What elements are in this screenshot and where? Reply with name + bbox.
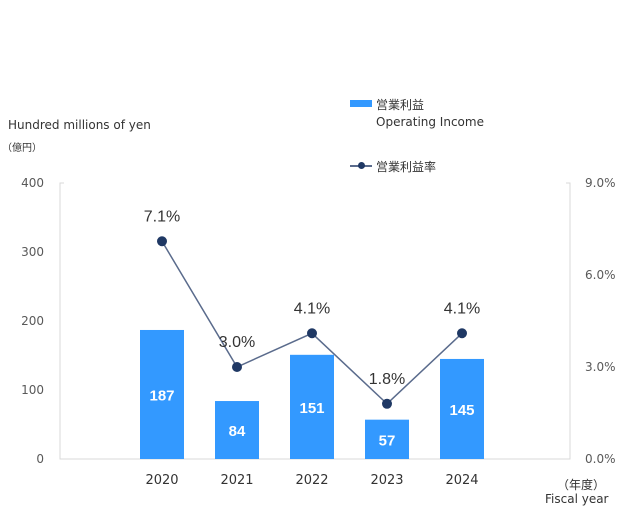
rate-value-label: 4.1% xyxy=(294,300,330,317)
left-tick-label: 400 xyxy=(21,176,44,190)
bar-value-label: 57 xyxy=(379,432,396,449)
rate-point xyxy=(157,236,167,247)
x-axis-label-en: Fiscal year xyxy=(545,492,609,506)
bar-value-label: 84 xyxy=(229,423,246,440)
x-axis-label-jp: （年度） xyxy=(557,478,606,492)
rate-value-label: 7.1% xyxy=(144,208,180,225)
rate-point xyxy=(457,328,467,339)
bar xyxy=(140,329,184,459)
x-tick-label: 2020 xyxy=(145,473,178,488)
right-tick-label: 3.0% xyxy=(585,360,616,374)
bar xyxy=(440,358,484,459)
x-tick-label: 2024 xyxy=(445,473,478,488)
legend-bar-label: 営業利益 xyxy=(376,98,425,112)
left-tick-label: 0 xyxy=(36,452,44,466)
bar xyxy=(290,354,334,459)
legend-bar-label-en: Operating Income xyxy=(376,115,484,129)
bar-value-label: 187 xyxy=(149,387,174,404)
legend-bar-swatch xyxy=(350,100,372,107)
left-tick-label: 100 xyxy=(21,383,44,397)
left-axis-label-en: Hundred millions of yen xyxy=(8,118,151,132)
right-tick-label: 9.0% xyxy=(585,176,616,190)
x-tick-label: 2022 xyxy=(295,473,328,488)
left-axis-label-jp: （億円） xyxy=(2,143,42,154)
legend-line-marker xyxy=(358,162,365,169)
rate-value-label: 3.0% xyxy=(219,334,255,351)
bar-value-label: 145 xyxy=(449,402,474,419)
bar xyxy=(365,419,409,459)
right-tick-label: 6.0% xyxy=(585,268,616,282)
left-tick-label: 200 xyxy=(21,314,44,328)
legend-line-label: 営業利益率 xyxy=(376,160,437,174)
left-tick-label: 300 xyxy=(21,245,44,259)
rate-point xyxy=(307,328,317,339)
right-tick-label: 0.0% xyxy=(585,452,616,466)
rate-point xyxy=(382,398,392,409)
bar-value-label: 151 xyxy=(299,400,324,417)
x-tick-label: 2021 xyxy=(220,473,253,488)
rate-value-label: 1.8% xyxy=(369,371,405,388)
bar xyxy=(215,401,259,459)
rate-value-label: 4.1% xyxy=(444,300,480,317)
rate-point xyxy=(232,362,242,372)
x-tick-label: 2023 xyxy=(370,473,403,488)
